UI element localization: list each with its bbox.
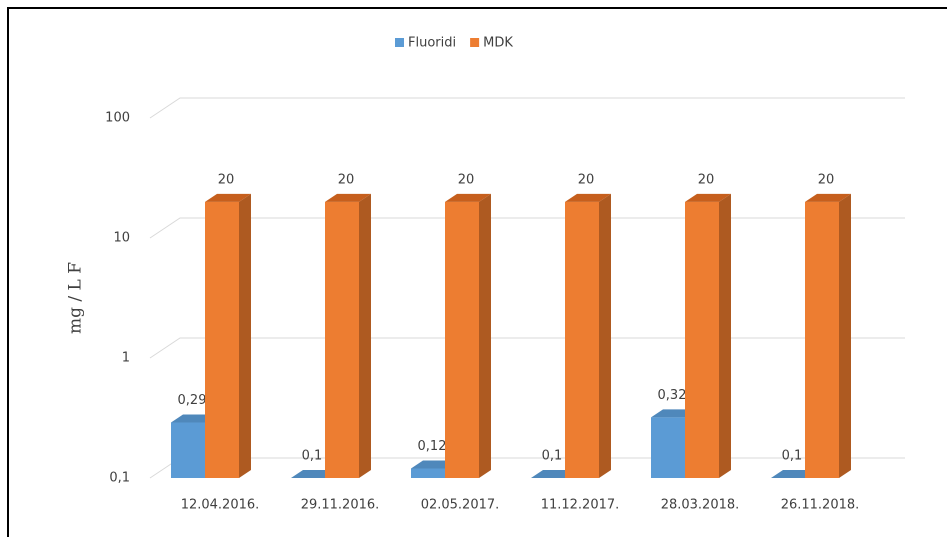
- y-tick-label: 10: [113, 231, 130, 246]
- bar-top: [445, 193, 491, 202]
- bar-front: [205, 201, 239, 478]
- x-tick-label: 12.04.2016.: [181, 498, 260, 513]
- bar-top: [205, 193, 251, 202]
- data-label: 20: [818, 172, 835, 187]
- bar-top: [805, 193, 851, 202]
- bar: [805, 193, 851, 478]
- data-label: 0,32: [658, 388, 687, 403]
- bar-front: [685, 201, 719, 478]
- bar-side: [719, 193, 731, 478]
- bar-side: [359, 193, 371, 478]
- legend-swatch: [395, 38, 404, 47]
- grid-line: [149, 337, 905, 359]
- bar: [205, 193, 251, 478]
- bar-top: [685, 193, 731, 202]
- y-tick-label: 0,1: [109, 471, 130, 486]
- bar-front: [445, 201, 479, 478]
- bar-top: [565, 193, 611, 202]
- bar-front: [411, 468, 445, 478]
- bar-side: [839, 193, 851, 478]
- data-label: 0,29: [178, 393, 207, 408]
- x-tick-label: 02.05.2017.: [421, 498, 500, 513]
- data-label: 0,1: [542, 449, 563, 464]
- data-label: 20: [218, 172, 235, 187]
- bar: [325, 193, 371, 478]
- data-label: 0,1: [302, 449, 323, 464]
- legend-swatch: [470, 38, 480, 47]
- bar-front: [651, 417, 685, 478]
- y-axis-label: mg / L F: [66, 262, 86, 334]
- bar-top: [325, 193, 371, 202]
- bar-front: [565, 201, 599, 478]
- x-tick-label: 11.12.2017.: [541, 498, 620, 513]
- data-label: 0,12: [418, 439, 447, 454]
- data-label: 0,1: [782, 449, 803, 464]
- bar-front: [171, 422, 205, 478]
- y-tick-label: 100: [105, 111, 130, 126]
- x-tick-label: 28.03.2018.: [661, 498, 740, 513]
- frame: [7, 7, 947, 537]
- bar-front: [805, 201, 839, 478]
- legend-label: Fluoridi: [408, 36, 456, 51]
- data-label: 20: [338, 172, 355, 187]
- bar-side: [599, 193, 611, 478]
- grid-line: [149, 97, 905, 119]
- data-label: 20: [698, 172, 715, 187]
- legend-label: MDK: [483, 36, 513, 51]
- y-tick-label: 1: [122, 351, 130, 366]
- data-label: 20: [458, 172, 475, 187]
- grid-line: [149, 217, 905, 239]
- bar: [445, 193, 491, 478]
- bar-side: [479, 193, 491, 478]
- x-tick-label: 29.11.2016.: [301, 498, 380, 513]
- x-tick-label: 26.11.2018.: [781, 498, 860, 513]
- bar-front: [325, 201, 359, 478]
- bar: [565, 193, 611, 478]
- bar: [685, 193, 731, 478]
- data-label: 20: [578, 172, 595, 187]
- bar-side: [239, 193, 251, 478]
